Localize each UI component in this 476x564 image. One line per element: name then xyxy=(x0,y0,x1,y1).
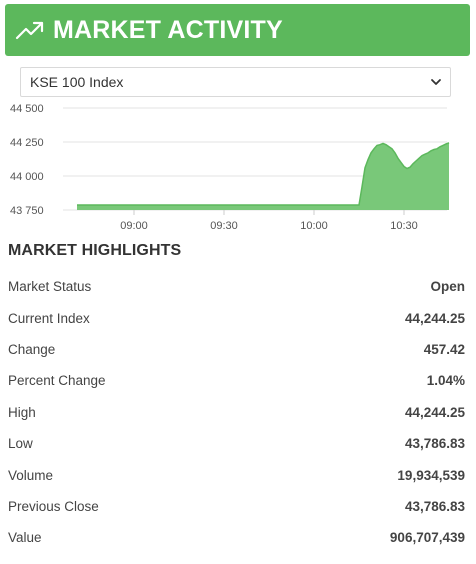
highlight-value: 43,786.83 xyxy=(404,498,465,514)
highlight-value: 457.42 xyxy=(423,341,465,357)
highlight-label: High xyxy=(8,404,36,420)
highlight-label: Current Index xyxy=(8,310,90,326)
y-tick-label: 44 250 xyxy=(10,137,44,149)
highlight-label: Change xyxy=(8,341,56,357)
highlight-value: 43,786.83 xyxy=(404,436,465,452)
highlight-row: Current Index 44,244.25 xyxy=(8,302,465,333)
market-highlights-title: MARKET HIGHLIGHTS xyxy=(8,242,182,259)
highlight-value: Open xyxy=(430,279,465,295)
y-tick-label: 44 500 xyxy=(10,103,44,115)
header-title: MARKET ACTIVITY xyxy=(53,15,283,44)
y-tick-label: 43 750 xyxy=(10,205,44,217)
index-area xyxy=(77,142,449,210)
trending-up-icon xyxy=(15,21,44,40)
index-select[interactable]: KSE 100 Index xyxy=(20,67,451,97)
highlight-label: Value xyxy=(8,530,42,546)
highlight-value: 19,934,539 xyxy=(397,467,465,483)
x-tick-label: 09:00 xyxy=(120,220,148,232)
highlight-label: Previous Close xyxy=(8,498,99,514)
x-tick-label: 10:30 xyxy=(390,220,418,232)
highlight-row: Value 906,707,439 xyxy=(8,522,465,553)
highlight-row: Volume 19,934,539 xyxy=(8,459,465,490)
highlight-label: Low xyxy=(8,436,33,452)
chevron-down-icon xyxy=(431,79,441,85)
highlight-row: Percent Change 1.04% xyxy=(8,365,465,396)
market-chart: 44 500 44 250 44 000 43 750 09:00 09:30 10:00… xyxy=(10,103,450,232)
highlight-row: Change 457.42 xyxy=(8,334,465,365)
highlight-value: 906,707,439 xyxy=(389,530,465,546)
x-tick-label: 09:30 xyxy=(210,220,238,232)
highlight-row: Market Status Open xyxy=(8,271,465,302)
highlight-value: 1.04% xyxy=(426,373,465,389)
highlight-label: Volume xyxy=(8,467,54,483)
x-tick-label: 10:00 xyxy=(300,220,328,232)
highlight-row: Previous Close 43,786.83 xyxy=(8,491,465,522)
highlight-label: Market Status xyxy=(8,279,92,295)
highlight-row: High 44,244.25 xyxy=(8,397,465,428)
market-activity-header: MARKET ACTIVITY xyxy=(5,4,470,56)
index-select-value: KSE 100 Index xyxy=(30,74,124,90)
highlight-row: Low 43,786.83 xyxy=(8,428,465,459)
index-line xyxy=(77,142,450,206)
market-highlights-table: Market Status Open Current Index 44,244.25 C… xyxy=(8,271,465,554)
highlight-value: 44,244.25 xyxy=(404,404,465,420)
highlight-value: 44,244.25 xyxy=(404,310,465,326)
y-tick-label: 44 000 xyxy=(10,171,44,183)
highlight-label: Percent Change xyxy=(8,373,106,389)
